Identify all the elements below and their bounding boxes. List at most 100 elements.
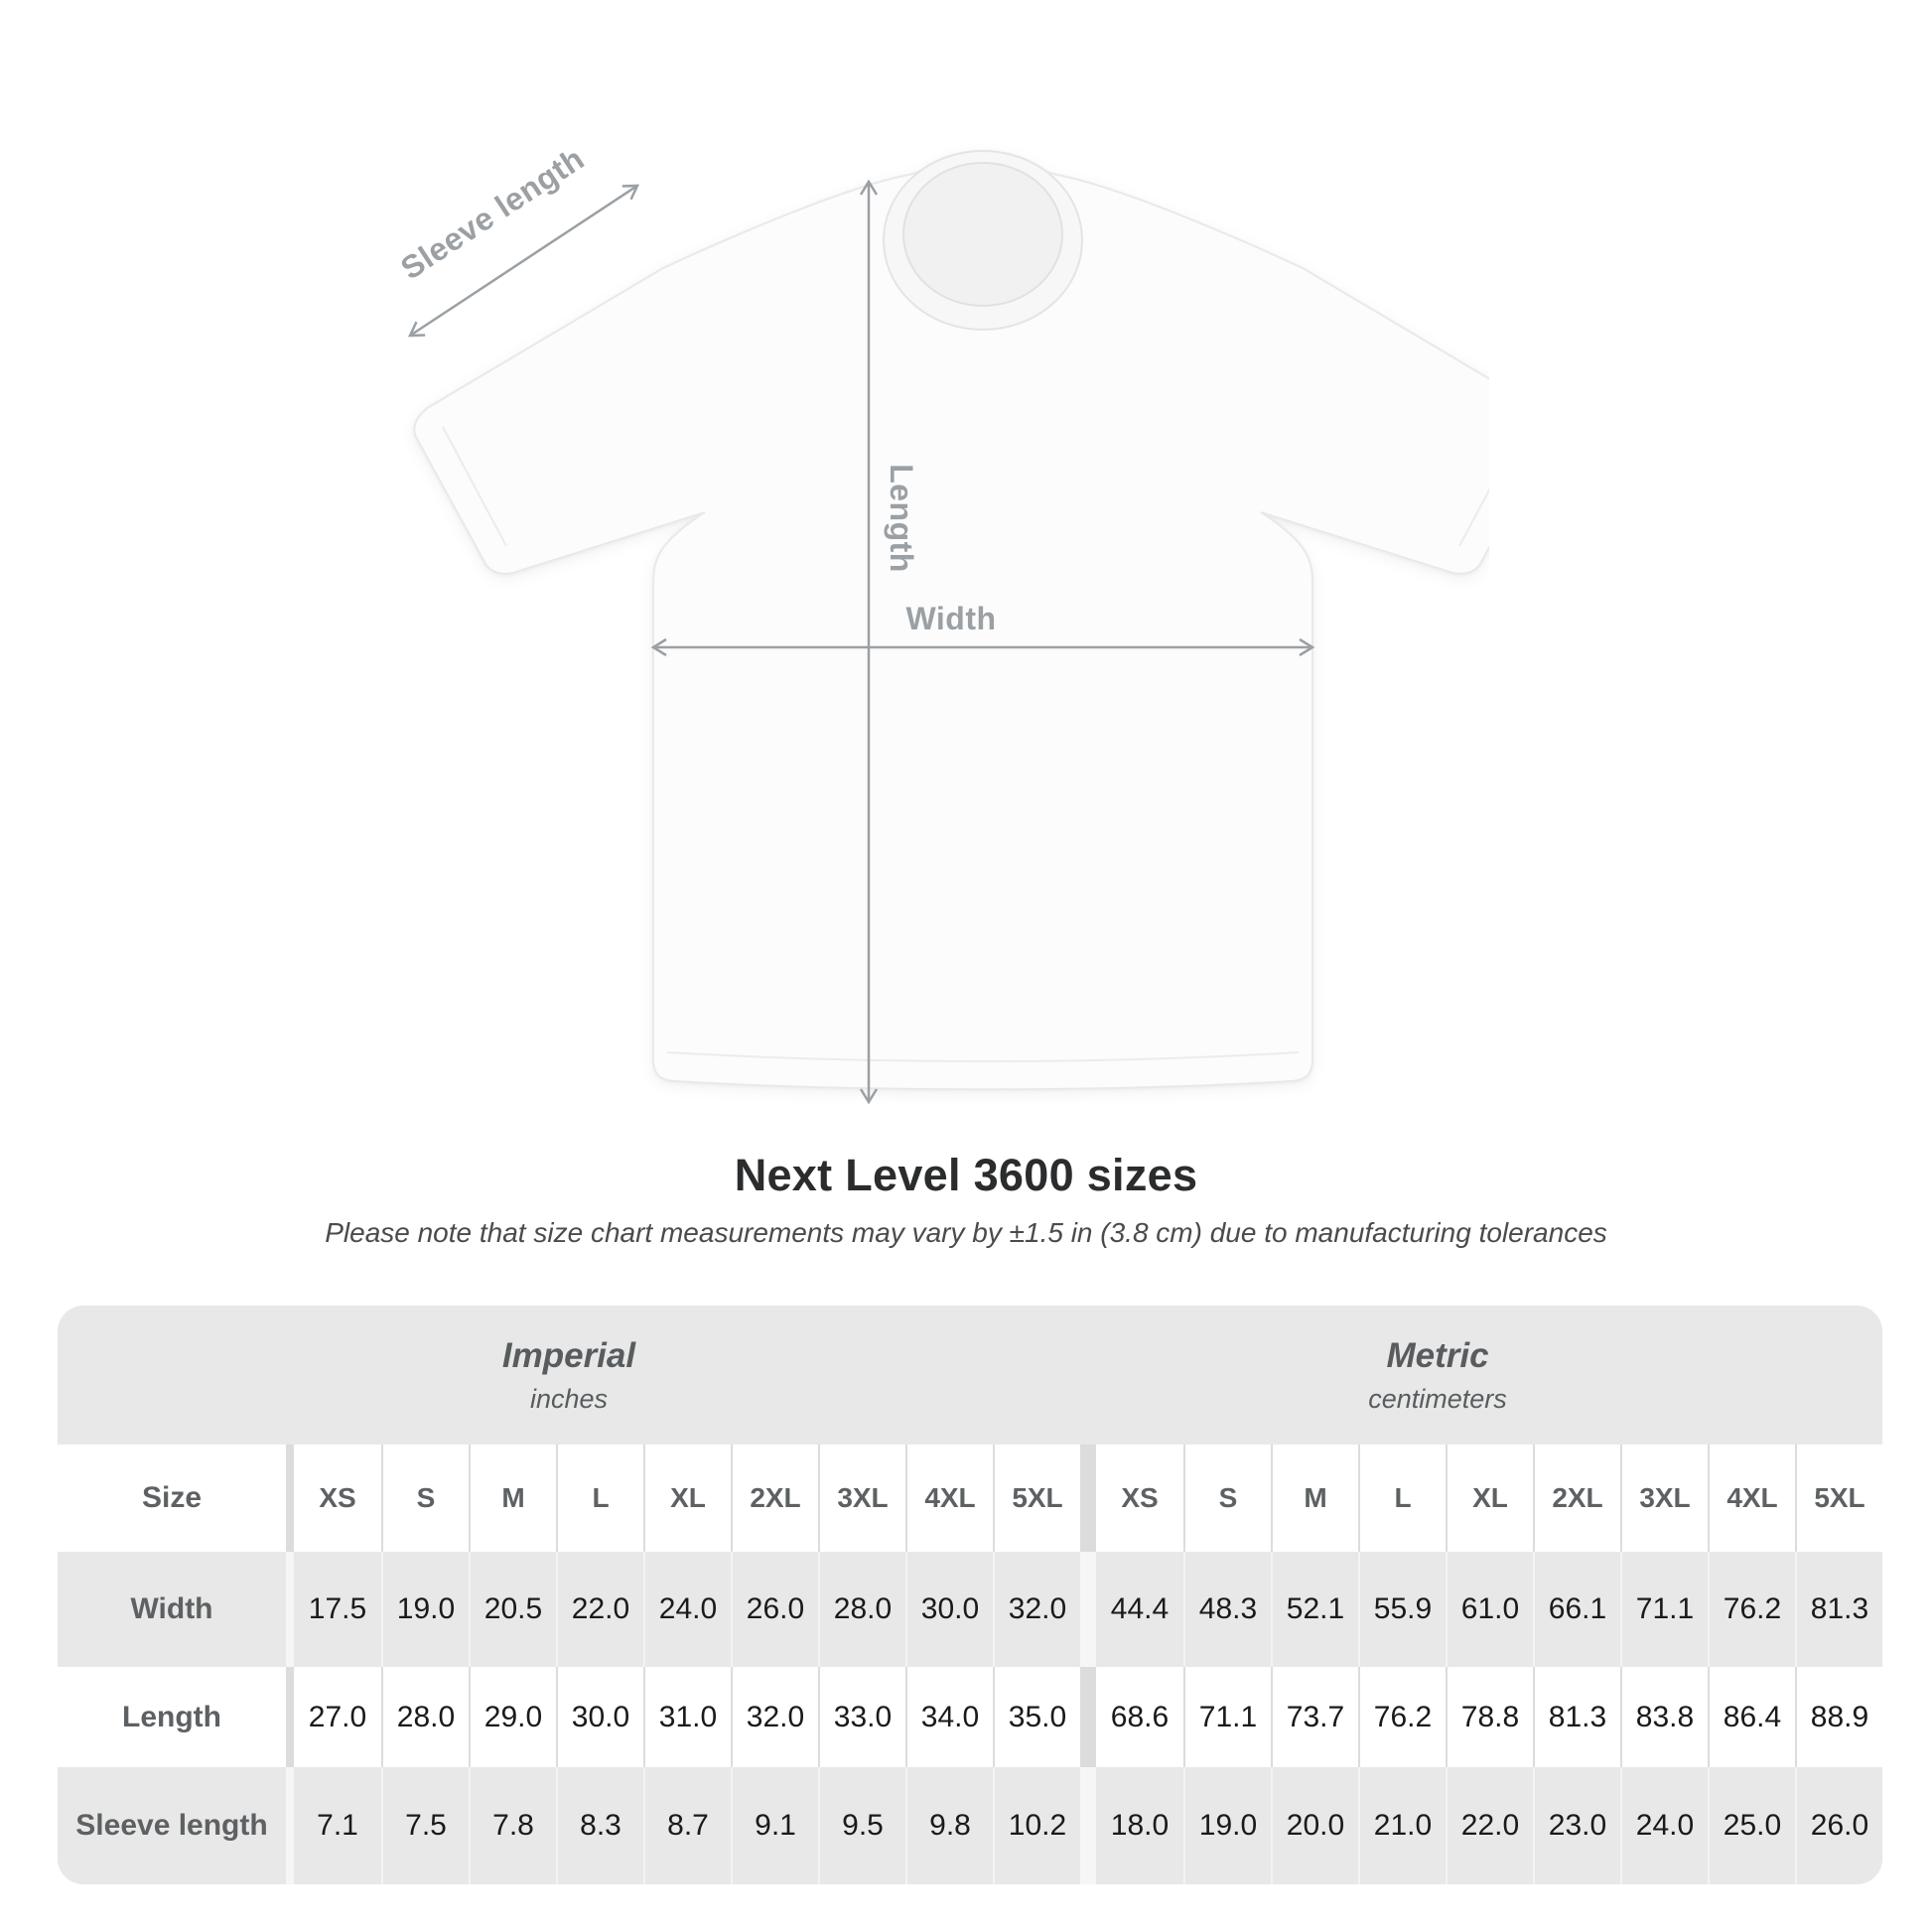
section-divider (286, 1445, 294, 1552)
collar-inner (902, 162, 1063, 307)
cell: 19.0 (1183, 1767, 1271, 1884)
cell: 33.0 (818, 1667, 905, 1767)
section-divider (286, 1552, 294, 1667)
row-label: Length (122, 1700, 221, 1733)
table-row-length: Length 27.0 28.0 29.0 30.0 31.0 32.0 33.… (58, 1667, 1882, 1767)
cell: 32.0 (993, 1552, 1080, 1667)
cell: 7.5 (381, 1767, 469, 1884)
table-row-sleeve-length: Sleeve length 7.1 7.5 7.8 8.3 8.7 9.1 9.… (58, 1767, 1882, 1884)
cell: 30.0 (556, 1667, 643, 1767)
tshirt-measurement-diagram: Sleeve length Length Width (394, 140, 1489, 1105)
size-header: XL (1446, 1445, 1533, 1552)
size-header: XL (643, 1445, 731, 1552)
imperial-section-header: Imperial inches (58, 1306, 1080, 1445)
cell: 19.0 (381, 1552, 469, 1667)
cell: 20.5 (469, 1552, 556, 1667)
section-divider (1080, 1767, 1096, 1884)
sleeve-length-arrow (408, 184, 639, 338)
cell: 44.4 (1110, 1592, 1170, 1625)
metric-unit: centimeters (1368, 1383, 1507, 1414)
size-header: 4XL (1708, 1445, 1795, 1552)
imperial-label: Imperial (501, 1335, 636, 1375)
page-title: Next Level 3600 sizes (734, 1150, 1198, 1200)
cell: 26.0 (1795, 1767, 1882, 1884)
cell: 22.0 (1446, 1767, 1533, 1884)
size-header: L (556, 1445, 643, 1552)
size-header: 4XL (905, 1445, 993, 1552)
section-divider (286, 1767, 294, 1884)
cell: 8.7 (643, 1767, 731, 1884)
length-label: Length (884, 464, 919, 573)
corner-label: Size (141, 1481, 203, 1514)
cell: 34.0 (905, 1667, 993, 1767)
cell: 21.0 (1358, 1767, 1446, 1884)
cell: 71.1 (1183, 1667, 1271, 1767)
cell: 7.1 (317, 1809, 358, 1842)
cell: 9.1 (731, 1767, 818, 1884)
size-header: XS (319, 1482, 356, 1513)
cell: 48.3 (1183, 1552, 1271, 1667)
metric-section-header: Metric centimeters (1080, 1306, 1795, 1445)
cell: 17.5 (308, 1592, 367, 1625)
cell: 28.0 (381, 1667, 469, 1767)
metric-label: Metric (1386, 1335, 1489, 1375)
cell: 24.0 (1620, 1767, 1708, 1884)
size-header: 3XL (818, 1445, 905, 1552)
table-row-width: Width 17.5 19.0 20.5 22.0 24.0 26.0 28.0… (58, 1552, 1882, 1667)
cell: 52.1 (1271, 1552, 1358, 1667)
size-header: S (1183, 1445, 1271, 1552)
sleeve-length-label: Sleeve length (394, 140, 590, 286)
cell: 86.4 (1708, 1667, 1795, 1767)
cell: 22.0 (556, 1552, 643, 1667)
cell: 88.9 (1795, 1667, 1882, 1767)
cell: 35.0 (993, 1667, 1080, 1767)
cell: 9.5 (818, 1767, 905, 1884)
cell: 10.2 (993, 1767, 1080, 1884)
size-header: M (469, 1445, 556, 1552)
tolerance-note: Please note that size chart measurements… (325, 1217, 1607, 1248)
cell: 78.8 (1446, 1667, 1533, 1767)
cell: 23.0 (1533, 1767, 1620, 1884)
cell: 29.0 (469, 1667, 556, 1767)
cell: 8.3 (556, 1767, 643, 1884)
imperial-unit: inches (529, 1383, 609, 1414)
cell: 55.9 (1358, 1552, 1446, 1667)
cell: 73.7 (1271, 1667, 1358, 1767)
size-header: 3XL (1620, 1445, 1708, 1552)
size-header: XS (1121, 1482, 1159, 1513)
cell: 28.0 (818, 1552, 905, 1667)
cell: 27.0 (308, 1700, 367, 1733)
cell: 24.0 (643, 1552, 731, 1667)
cell: 68.6 (1110, 1700, 1170, 1733)
tshirt-graphic (413, 150, 1489, 1091)
size-header: 5XL (1795, 1445, 1882, 1552)
cell: 9.8 (905, 1767, 993, 1884)
row-label: Sleeve length (75, 1809, 268, 1842)
cell: 76.2 (1708, 1552, 1795, 1667)
width-label: Width (905, 601, 996, 636)
section-divider (1080, 1667, 1096, 1767)
cell: 18.0 (1110, 1809, 1170, 1842)
table-row-sizes: Size XS S M L XL 2XL 3XL 4XL 5XL XS S M … (58, 1445, 1882, 1552)
size-header: 2XL (731, 1445, 818, 1552)
cell: 83.8 (1620, 1667, 1708, 1767)
section-divider (1080, 1552, 1096, 1667)
cell: 26.0 (731, 1552, 818, 1667)
units-row: Imperial inches Metric centimeters (58, 1306, 1882, 1445)
cell: 81.3 (1795, 1552, 1882, 1667)
section-divider (286, 1667, 294, 1767)
size-header: M (1271, 1445, 1358, 1552)
size-header: 5XL (993, 1445, 1080, 1552)
cell: 7.8 (469, 1767, 556, 1884)
cell: 31.0 (643, 1667, 731, 1767)
cell: 71.1 (1620, 1552, 1708, 1667)
cell: 30.0 (905, 1552, 993, 1667)
cell: 76.2 (1358, 1667, 1446, 1767)
cell: 66.1 (1533, 1552, 1620, 1667)
cell: 32.0 (731, 1667, 818, 1767)
size-header: L (1358, 1445, 1446, 1552)
chart-heading: Next Level 3600 sizes Please note that s… (0, 1150, 1932, 1249)
row-label: Width (130, 1592, 213, 1625)
cell: 61.0 (1446, 1552, 1533, 1667)
